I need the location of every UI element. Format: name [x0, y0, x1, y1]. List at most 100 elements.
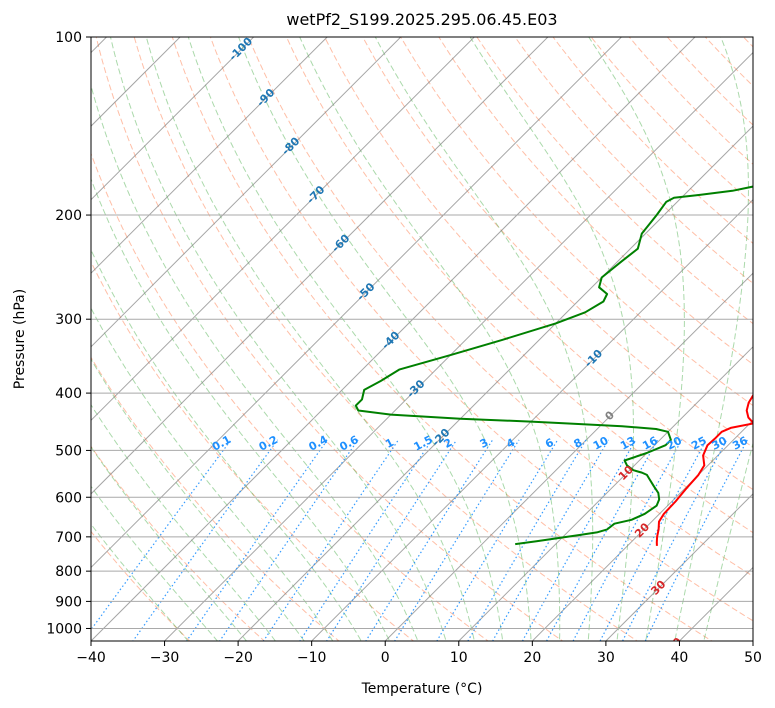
moist-adiabat-line	[91, 83, 419, 641]
isotherm-label: -30	[404, 377, 427, 400]
x-tick-label: −20	[223, 650, 253, 666]
dry-adiabat-line	[247, 37, 753, 577]
isotherm-line	[91, 37, 623, 569]
mixing-ratio-line	[394, 439, 520, 641]
dry-adiabat-line	[666, 37, 753, 126]
x-tick-label: −40	[76, 650, 106, 666]
dry-adiabat-line	[91, 152, 489, 641]
isotherm-line	[91, 37, 181, 127]
mixing-ratio-label: 13	[618, 434, 638, 453]
isotherm-line	[531, 419, 753, 641]
isotherm-label: -90	[254, 86, 277, 109]
x-tick-label: 20	[523, 650, 541, 666]
x-tick-label: 0	[381, 650, 390, 666]
mixing-ratio-line	[262, 439, 399, 641]
dry-adiabat-line	[133, 37, 639, 641]
moist-adiabat-line	[91, 485, 219, 641]
y-tick-label: 100	[55, 30, 82, 46]
isotherm-line	[605, 493, 753, 641]
mixing-ratio-label: 3	[478, 436, 491, 451]
moist-adiabat-line	[238, 37, 532, 641]
mixing-ratio-label: 30	[710, 434, 730, 453]
moist-adiabat-line	[91, 358, 305, 641]
isotherm-line	[91, 37, 549, 495]
dry-adiabat-line	[209, 37, 753, 622]
moist-adiabat-line	[91, 177, 391, 641]
x-axis: −40 −30 −20 −10 0 10 20 30 40 50	[76, 641, 762, 666]
mixing-ratio-line	[185, 439, 328, 641]
moist-adiabat-line	[588, 37, 685, 641]
y-axis-label: Pressure (hPa)	[12, 289, 28, 389]
mixing-ratio-line	[436, 439, 559, 641]
isotherm-label: -40	[379, 329, 402, 352]
mixing-ratio-line	[492, 439, 610, 641]
dry-adiabat-line	[590, 37, 753, 205]
y-tick-label: 600	[55, 490, 82, 506]
plot-frame	[90, 36, 754, 642]
dry-adiabat-line	[91, 530, 191, 641]
mixing-ratio-label: 36	[730, 434, 750, 453]
mixing-ratio-line	[467, 439, 587, 641]
mixing-ratio-label: 25	[689, 434, 709, 453]
isotherm-line	[458, 346, 753, 641]
isotherm-label: -70	[304, 183, 327, 206]
isotherm-line	[91, 37, 328, 274]
dewpoint-profile-line	[354, 185, 753, 546]
dry-adiabat-line	[91, 356, 340, 641]
x-tick-label: −10	[297, 650, 327, 666]
y-axis: 100 200 300 400 500 600 700 800 900 1000	[46, 30, 91, 637]
mixing-ratio-line	[91, 439, 232, 631]
isotherm-label: 30	[648, 577, 668, 597]
mixing-ratio-line	[545, 439, 659, 641]
dry-adiabat-line	[91, 260, 415, 641]
mixing-ratio-line	[219, 439, 359, 641]
isotherm-label: -100	[226, 35, 255, 64]
y-tick-label: 400	[55, 386, 82, 402]
y-tick-label: 1000	[46, 621, 82, 637]
isotherm-line	[752, 640, 753, 641]
y-tick-label: 500	[55, 443, 82, 459]
mixing-ratio-line	[299, 439, 433, 641]
moist-adiabat-line	[145, 37, 475, 641]
dry-adiabat-line	[768, 24, 775, 648]
moist-adiabat-line	[469, 37, 634, 641]
isotherm-label: 40	[665, 635, 685, 655]
isotherm-line	[91, 37, 255, 201]
moist-adiabat-line	[703, 441, 753, 641]
moist-adiabat-line	[109, 37, 447, 641]
isotherm-line	[91, 37, 402, 348]
mixing-ratio-line	[365, 439, 494, 641]
mixing-ratio-label: 4	[504, 436, 517, 451]
moist-adiabat-line	[187, 37, 504, 641]
dry-adiabat-line	[91, 445, 266, 641]
y-tick-label: 200	[55, 208, 82, 224]
x-tick-label: −30	[150, 650, 180, 666]
moist-adiabat-line	[91, 523, 189, 641]
mixing-ratio-line	[599, 439, 707, 641]
mixing-ratio-line	[325, 439, 458, 641]
mixing-ratio-label: 16	[640, 434, 660, 453]
moist-adiabat-line	[91, 446, 248, 641]
temperature-profile-line	[655, 393, 753, 546]
dry-adiabat-line	[171, 37, 713, 641]
chart-title: wetPf2_S199.2025.295.06.45.E03	[286, 10, 557, 30]
plot-background	[91, 24, 775, 648]
y-tick-label: 900	[55, 594, 82, 610]
dry-adiabat-line	[628, 37, 753, 165]
x-tick-label: 10	[450, 650, 468, 666]
x-axis-label: Temperature (°C)	[361, 681, 483, 697]
dry-adiabat-line	[514, 37, 753, 284]
mixing-ratio-line	[521, 439, 637, 641]
moist-adiabat-line	[674, 37, 750, 641]
moist-adiabat-line	[91, 248, 362, 641]
dry-adiabat-line	[324, 37, 753, 491]
x-tick-label: 40	[671, 650, 689, 666]
dry-adiabat-line	[438, 37, 753, 365]
isotherm-line	[163, 51, 753, 641]
x-tick-label: 30	[597, 650, 615, 666]
moist-adiabat-line	[299, 37, 561, 641]
moist-adiabat-line	[91, 403, 277, 641]
plot-foreground: 0.1 0.2 0.4 0.6 1 1.5 2 3 4 6 8 10 13 16 20 25 30 36-100-…	[210, 35, 753, 655]
dry-adiabat-line	[95, 37, 564, 641]
